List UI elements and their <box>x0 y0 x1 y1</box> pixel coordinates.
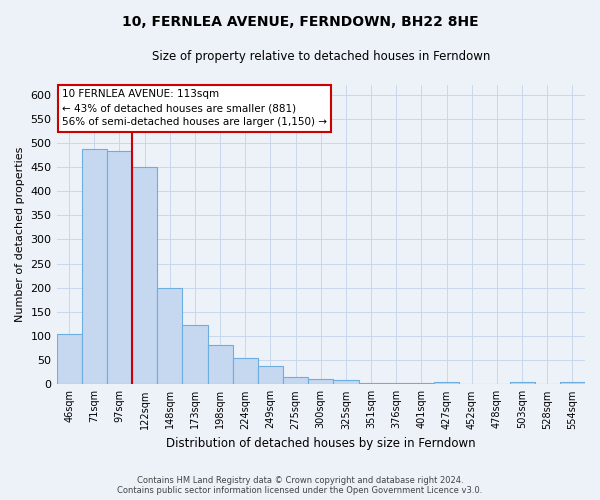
Title: Size of property relative to detached houses in Ferndown: Size of property relative to detached ho… <box>152 50 490 63</box>
Text: 10, FERNLEA AVENUE, FERNDOWN, BH22 8HE: 10, FERNLEA AVENUE, FERNDOWN, BH22 8HE <box>122 15 478 29</box>
Bar <box>56 334 82 384</box>
Bar <box>157 288 182 384</box>
Bar <box>182 326 208 384</box>
Bar <box>233 358 258 384</box>
Bar <box>509 382 535 384</box>
Bar <box>82 149 107 384</box>
Bar <box>334 380 359 384</box>
Bar <box>283 377 308 384</box>
X-axis label: Distribution of detached houses by size in Ferndown: Distribution of detached houses by size … <box>166 437 476 450</box>
Bar <box>107 151 132 384</box>
Bar <box>434 382 459 384</box>
Bar <box>208 344 233 385</box>
Text: Contains HM Land Registry data © Crown copyright and database right 2024.
Contai: Contains HM Land Registry data © Crown c… <box>118 476 482 495</box>
Bar <box>560 382 585 384</box>
Bar <box>308 380 334 384</box>
Text: 10 FERNLEA AVENUE: 113sqm
← 43% of detached houses are smaller (881)
56% of semi: 10 FERNLEA AVENUE: 113sqm ← 43% of detac… <box>62 90 327 128</box>
Bar <box>132 167 157 384</box>
Bar <box>258 366 283 384</box>
Y-axis label: Number of detached properties: Number of detached properties <box>15 147 25 322</box>
